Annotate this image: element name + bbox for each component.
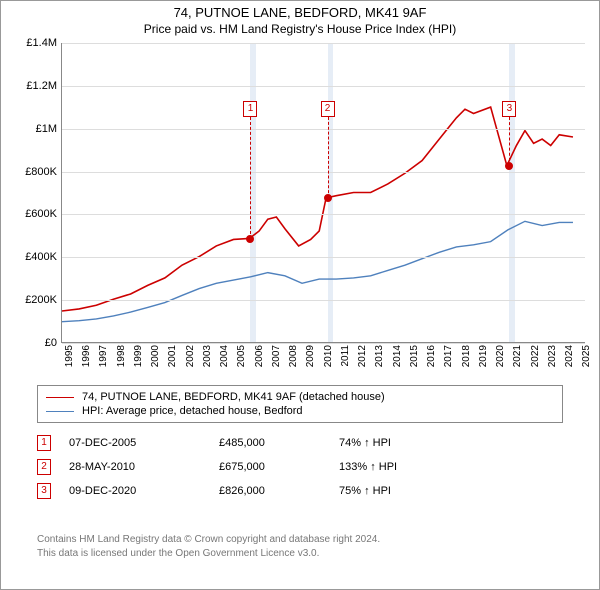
sale-date: 28-MAY-2010 (69, 461, 219, 473)
legend: 74, PUTNOE LANE, BEDFORD, MK41 9AF (deta… (37, 385, 563, 423)
x-tick-label: 2020 (495, 345, 506, 367)
y-tick-label: £1.2M (26, 80, 57, 92)
x-tick-label: 2011 (340, 345, 351, 367)
x-tick-label: 2018 (461, 345, 472, 367)
x-tick-label: 2022 (530, 345, 541, 367)
y-tick-label: £0 (45, 337, 57, 349)
sale-price: £485,000 (219, 437, 339, 449)
x-tick-label: 2015 (409, 345, 420, 367)
sale-price: £826,000 (219, 485, 339, 497)
x-tick-label: 2007 (271, 345, 282, 367)
sale-marker-label: 3 (502, 101, 516, 117)
x-tick-label: 2023 (547, 345, 558, 367)
chart-subtitle: Price paid vs. HM Land Registry's House … (1, 22, 599, 36)
y-gridline (62, 257, 585, 258)
marker-connector (328, 117, 329, 198)
sales-table: 1 07-DEC-2005£485,00074% ↑ HPI 2 28-MAY-201… (37, 431, 563, 503)
footer-line-1: Contains HM Land Registry data © Crown c… (37, 533, 563, 547)
line-svg (62, 43, 585, 342)
y-tick-label: £600K (25, 208, 57, 220)
y-tick-label: £400K (25, 251, 57, 263)
x-tick-label: 1998 (116, 345, 127, 367)
y-gridline (62, 43, 585, 44)
x-tick-label: 1999 (133, 345, 144, 367)
y-tick-label: £200K (25, 294, 57, 306)
sale-index: 3 (37, 483, 51, 499)
sale-marker (324, 194, 332, 202)
x-tick-label: 1996 (81, 345, 92, 367)
y-gridline (62, 86, 585, 87)
series-line (62, 221, 573, 321)
sale-row: 3 09-DEC-2020£826,00075% ↑ HPI (37, 479, 563, 503)
legend-label: 74, PUTNOE LANE, BEDFORD, MK41 9AF (deta… (82, 391, 385, 403)
sale-marker (246, 235, 254, 243)
sale-row: 1 07-DEC-2005£485,00074% ↑ HPI (37, 431, 563, 455)
sale-hpi: 74% ↑ HPI (339, 437, 563, 449)
x-tick-label: 2003 (202, 345, 213, 367)
x-tick-label: 2016 (426, 345, 437, 367)
title-area: 74, PUTNOE LANE, BEDFORD, MK41 9AF Price… (1, 1, 599, 38)
x-tick-label: 2017 (443, 345, 454, 367)
x-tick-label: 2021 (512, 345, 523, 367)
y-gridline (62, 214, 585, 215)
y-gridline (62, 172, 585, 173)
plot-area: 1 2 3 (61, 43, 585, 343)
x-tick-label: 2019 (478, 345, 489, 367)
y-gridline (62, 300, 585, 301)
sale-row: 2 28-MAY-2010£675,000133% ↑ HPI (37, 455, 563, 479)
x-tick-label: 2025 (581, 345, 592, 367)
y-gridline (62, 129, 585, 130)
y-tick-label: £1M (36, 123, 57, 135)
x-tick-label: 1995 (64, 345, 75, 367)
x-tick-label: 2014 (392, 345, 403, 367)
marker-connector (250, 117, 251, 239)
sale-hpi: 133% ↑ HPI (339, 461, 563, 473)
sale-hpi: 75% ↑ HPI (339, 485, 563, 497)
sale-date: 07-DEC-2005 (69, 437, 219, 449)
legend-label: HPI: Average price, detached house, Bedf… (82, 405, 303, 417)
y-tick-label: £800K (25, 166, 57, 178)
sale-index: 2 (37, 459, 51, 475)
legend-item: 74, PUTNOE LANE, BEDFORD, MK41 9AF (deta… (46, 390, 554, 404)
sale-price: £675,000 (219, 461, 339, 473)
sale-marker-label: 2 (321, 101, 335, 117)
sale-marker-label: 1 (243, 101, 257, 117)
sale-date: 09-DEC-2020 (69, 485, 219, 497)
x-tick-label: 2009 (305, 345, 316, 367)
sale-marker (505, 162, 513, 170)
marker-connector (509, 117, 510, 166)
x-tick-label: 2012 (357, 345, 368, 367)
legend-swatch (46, 397, 74, 398)
x-tick-label: 2002 (185, 345, 196, 367)
chart-container: 74, PUTNOE LANE, BEDFORD, MK41 9AF Price… (0, 0, 600, 590)
x-tick-label: 1997 (98, 345, 109, 367)
x-tick-label: 2008 (288, 345, 299, 367)
x-tick-label: 2000 (150, 345, 161, 367)
chart-title: 74, PUTNOE LANE, BEDFORD, MK41 9AF (1, 5, 599, 20)
x-tick-label: 2001 (167, 345, 178, 367)
y-tick-label: £1.4M (26, 37, 57, 49)
chart-area: £0£200K£400K£600K£800K£1M£1.2M£1.4M 123 … (9, 43, 591, 381)
x-axis: 1995 1996 1997 1998 1999 2000 2001 2002 2003 2004… (61, 343, 585, 381)
y-axis: £0£200K£400K£600K£800K£1M£1.2M£1.4M (9, 43, 59, 343)
sale-index: 1 (37, 435, 51, 451)
footer-line-2: This data is licensed under the Open Gov… (37, 547, 563, 561)
x-tick-label: 2013 (374, 345, 385, 367)
x-tick-label: 2006 (254, 345, 265, 367)
x-tick-label: 2024 (564, 345, 575, 367)
legend-item: HPI: Average price, detached house, Bedf… (46, 404, 554, 418)
footer: Contains HM Land Registry data © Crown c… (37, 533, 563, 561)
x-tick-label: 2004 (219, 345, 230, 367)
legend-swatch (46, 411, 74, 412)
x-tick-label: 2005 (236, 345, 247, 367)
x-tick-label: 2010 (323, 345, 334, 367)
series-line (62, 107, 573, 311)
